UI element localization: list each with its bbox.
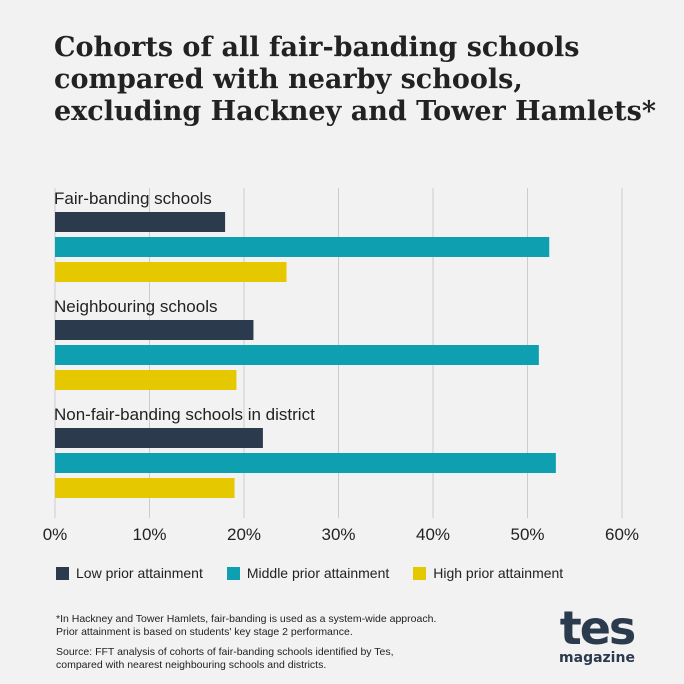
title-line-3: excluding Hackney and Tower Hamlets*: [54, 96, 656, 127]
footnote-line-1: *In Hackney and Tower Hamlets, fair-band…: [56, 613, 437, 625]
category-labels: Fair-banding schools Neighbouring schools…: [54, 189, 315, 424]
bar-low-3: [55, 428, 263, 448]
legend-swatch-middle: [226, 566, 240, 580]
bars: [55, 212, 556, 498]
legend-label-low: Low prior attainment: [76, 565, 203, 581]
footnotes: *In Hackney and Tower Hamlets, fair-band…: [56, 613, 496, 672]
x-tick-label-40: 40%: [416, 525, 450, 544]
chart-title: Cohorts of all fair-banding schools comp…: [54, 32, 664, 128]
bar-chart: Fair-banding schools Neighbouring schools…: [43, 188, 639, 544]
tes-magazine-logo: tes magazine: [559, 601, 637, 666]
legend-item-high: High prior attainment: [413, 565, 563, 581]
bar-high-1: [55, 262, 287, 282]
logo-word: tes: [560, 601, 635, 655]
bar-middle-1: [55, 237, 550, 257]
legend-item-low: Low prior attainment: [56, 565, 203, 581]
x-tick-label-0: 0%: [43, 525, 68, 544]
bar-high-3: [55, 478, 235, 498]
x-tick-label-50: 50%: [510, 525, 544, 544]
logo-subword: magazine: [559, 650, 635, 666]
legend-item-middle: Middle prior attainment: [226, 565, 390, 581]
source-line-1: Source: FFT analysis of cohorts of fair-…: [56, 646, 394, 658]
x-tick-label-30: 30%: [321, 525, 355, 544]
bar-high-2: [55, 370, 237, 390]
legend-swatch-high: [413, 566, 427, 580]
bar-low-2: [55, 320, 254, 340]
legend-label-middle: Middle prior attainment: [246, 565, 390, 581]
footnote-line-2: Prior attainment is based on students' k…: [56, 626, 353, 638]
legend-label-high: High prior attainment: [433, 565, 564, 581]
category-label-2: Neighbouring schools: [54, 297, 218, 316]
title-line-1: Cohorts of all fair-banding schools: [54, 32, 580, 63]
title-line-2: compared with nearby schools,: [54, 64, 523, 95]
bar-low-1: [55, 212, 226, 232]
legend: Low prior attainment Middle prior attain…: [56, 565, 587, 581]
category-label-3: Non-fair-banding schools in district: [54, 405, 315, 424]
category-label-1: Fair-banding schools: [54, 189, 212, 208]
x-tick-label-10: 10%: [132, 525, 166, 544]
bar-middle-3: [55, 453, 556, 473]
x-tick-label-20: 20%: [227, 525, 261, 544]
x-tick-labels: 0% 10% 20% 30% 40% 50% 60%: [43, 525, 639, 544]
x-tick-label-60: 60%: [605, 525, 639, 544]
bar-middle-2: [55, 345, 539, 365]
legend-swatch-low: [56, 566, 69, 580]
source-line-2: compared with nearest neighbouring schoo…: [56, 659, 327, 671]
